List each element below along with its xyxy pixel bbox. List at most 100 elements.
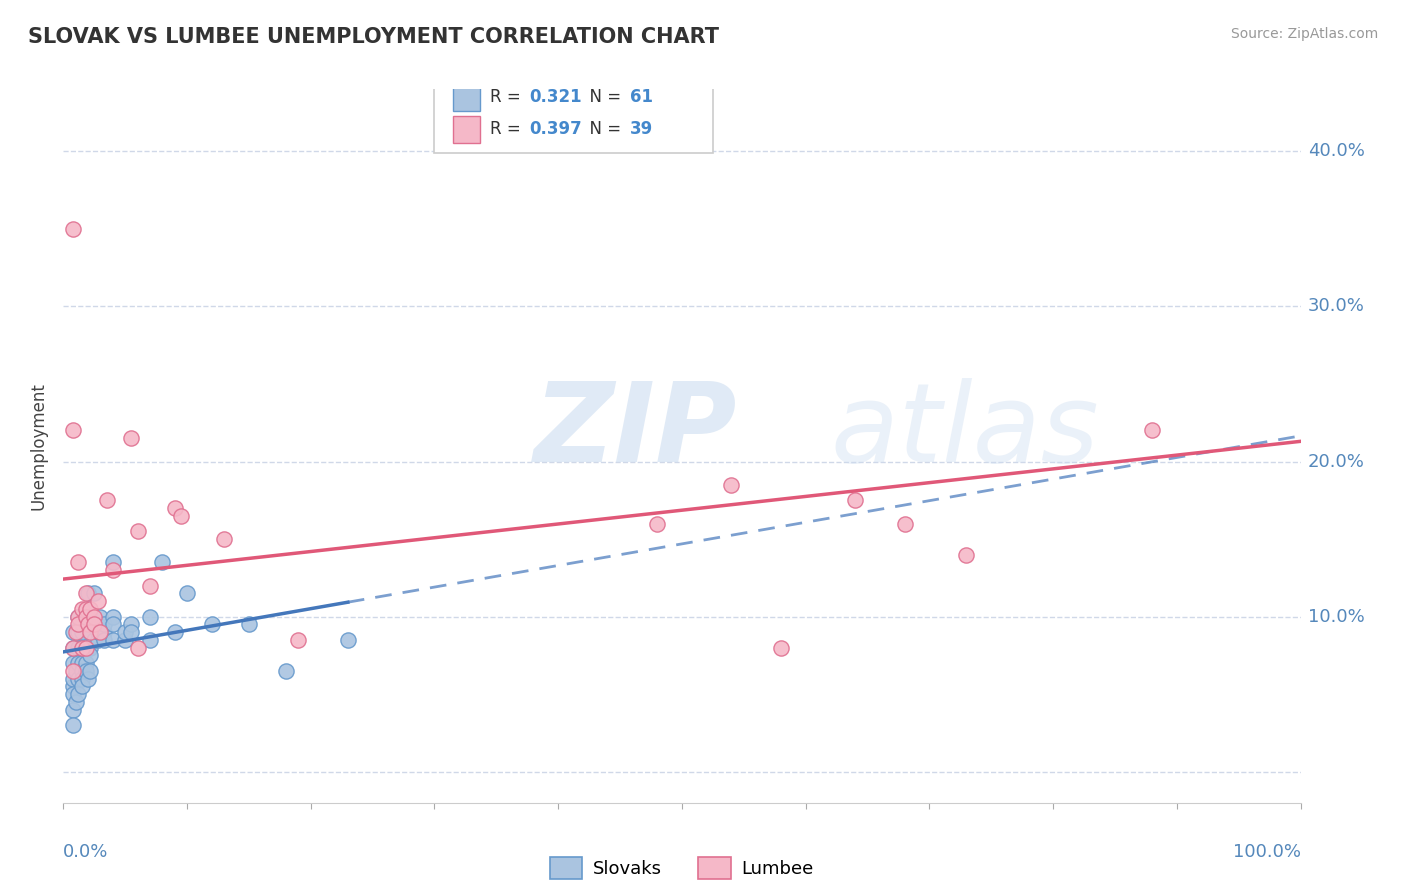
Point [67, 617, 90, 632]
Point [83, 632, 105, 647]
Point [79, 640, 101, 655]
Point [83, 617, 105, 632]
Point [93, 632, 115, 647]
Point [75, 640, 97, 655]
Text: Source: ZipAtlas.com: Source: ZipAtlas.com [1230, 27, 1378, 41]
Point [1140, 424, 1163, 438]
Point [67, 609, 90, 624]
Point [93, 617, 115, 632]
Point [89, 609, 111, 624]
Point [844, 493, 866, 508]
Point [238, 617, 260, 632]
Point [62, 703, 84, 717]
Bar [453, 84, 481, 111]
Point [101, 632, 124, 647]
Point [65, 625, 87, 640]
Legend: Slovaks, Lumbee: Slovaks, Lumbee [543, 850, 821, 887]
Point [139, 609, 162, 624]
Text: 0.0%: 0.0% [63, 843, 108, 861]
Point [70, 625, 93, 640]
Point [163, 625, 186, 640]
Point [62, 718, 84, 732]
Point [77, 609, 100, 624]
Point [67, 555, 90, 569]
Text: R =: R = [491, 88, 526, 106]
Point [522, 120, 544, 135]
Point [101, 555, 124, 569]
Point [87, 632, 110, 647]
Text: SLOVAK VS LUMBEE UNEMPLOYMENT CORRELATION CHART: SLOVAK VS LUMBEE UNEMPLOYMENT CORRELATIO… [28, 27, 718, 46]
Point [114, 632, 136, 647]
Point [62, 680, 84, 694]
Point [79, 625, 101, 640]
Text: 30.0%: 30.0% [1308, 297, 1364, 316]
Point [120, 431, 142, 445]
Point [139, 579, 162, 593]
Point [720, 477, 742, 491]
Point [62, 424, 84, 438]
Point [62, 640, 84, 655]
Point [70, 656, 93, 670]
Point [75, 586, 97, 600]
Text: R =: R = [491, 120, 526, 138]
Point [70, 664, 93, 678]
Point [70, 602, 93, 616]
Text: atlas: atlas [831, 378, 1099, 485]
Point [274, 664, 297, 678]
Point [101, 563, 124, 577]
Point [150, 555, 173, 569]
Point [170, 508, 193, 523]
Point [75, 640, 97, 655]
Point [176, 586, 198, 600]
Point [65, 695, 87, 709]
Text: 0.321: 0.321 [530, 88, 582, 106]
Point [83, 586, 105, 600]
Text: 20.0%: 20.0% [1308, 452, 1364, 470]
Point [67, 609, 90, 624]
Point [67, 625, 90, 640]
Point [67, 687, 90, 701]
Point [62, 640, 84, 655]
Point [70, 680, 93, 694]
Point [75, 664, 97, 678]
Point [114, 625, 136, 640]
Bar [453, 116, 481, 143]
Text: ZIP: ZIP [533, 378, 737, 485]
Point [893, 516, 915, 531]
Point [120, 617, 142, 632]
Point [201, 617, 224, 632]
Point [70, 617, 93, 632]
Text: 40.0%: 40.0% [1308, 142, 1364, 161]
Point [62, 222, 84, 236]
Text: 10.0%: 10.0% [1308, 607, 1364, 625]
Point [79, 602, 101, 616]
Text: 39: 39 [630, 120, 654, 138]
Text: N =: N = [579, 88, 627, 106]
Point [65, 664, 87, 678]
Point [120, 625, 142, 640]
Point [67, 672, 90, 686]
Point [127, 640, 149, 655]
Text: 100.0%: 100.0% [1233, 843, 1301, 861]
Point [62, 656, 84, 670]
FancyBboxPatch shape [434, 75, 713, 153]
Point [87, 617, 110, 632]
Point [163, 501, 186, 516]
Point [75, 602, 97, 616]
Point [79, 625, 101, 640]
Point [769, 640, 792, 655]
Point [62, 687, 84, 701]
Point [287, 632, 309, 647]
Point [67, 656, 90, 670]
Point [955, 548, 977, 562]
Point [89, 625, 111, 640]
Point [336, 632, 359, 647]
Point [75, 609, 97, 624]
Point [79, 609, 101, 624]
Text: 61: 61 [630, 88, 652, 106]
Point [77, 672, 100, 686]
Point [139, 632, 162, 647]
Point [101, 609, 124, 624]
Point [62, 664, 84, 678]
Point [83, 609, 105, 624]
